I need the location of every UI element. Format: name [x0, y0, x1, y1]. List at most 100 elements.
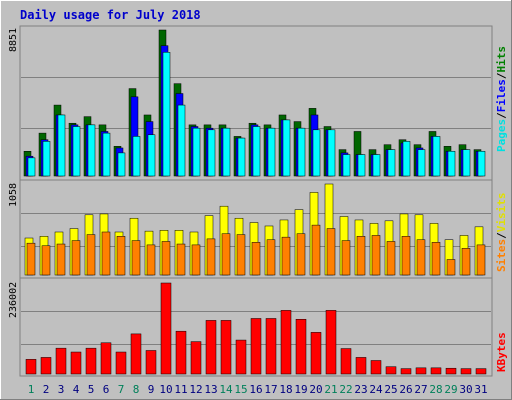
x-tick-label: 20	[309, 383, 322, 396]
bar-sites	[206, 238, 216, 276]
legend-kbytes: KBytes	[495, 332, 508, 372]
x-tick-label: 17	[264, 383, 277, 396]
x-tick-label: 24	[369, 383, 383, 396]
bar-sites	[161, 241, 171, 276]
x-tick-label: 15	[234, 383, 247, 396]
bar-sites	[386, 241, 396, 276]
y-max-label-hits: 8851	[8, 28, 19, 52]
bar-kbytes	[310, 332, 322, 375]
x-tick-label: 2	[43, 383, 50, 396]
bar-pages	[177, 104, 186, 177]
bar-pages	[117, 152, 126, 177]
bar-pages	[342, 154, 351, 177]
x-tick-label: 19	[294, 383, 307, 396]
bar-sites	[341, 240, 351, 276]
bar-pages	[417, 149, 426, 177]
x-tick-label: 16	[249, 383, 262, 396]
y-max-label-visits: 1058	[8, 183, 19, 207]
bar-kbytes	[70, 351, 82, 375]
bar-sites	[296, 233, 306, 276]
bar-sites	[446, 259, 456, 276]
legend-files: Files	[495, 79, 508, 112]
bar-pages	[312, 129, 321, 177]
bar-pages	[42, 141, 51, 177]
x-tick-label: 29	[444, 383, 457, 396]
bar-sites	[101, 231, 111, 276]
chart-title: Daily usage for July 2018	[20, 8, 201, 22]
bar-pages	[252, 126, 261, 177]
bar-pages	[207, 129, 216, 177]
bar-pages	[447, 151, 456, 177]
y-max-label-kbytes: 236002	[8, 282, 19, 318]
bar-kbytes	[430, 367, 442, 375]
bar-sites	[266, 239, 276, 276]
bar-sites	[236, 234, 246, 276]
x-tick-label: 23	[354, 383, 367, 396]
chart-bars	[23, 29, 487, 375]
legend-hits-files-pages: Pages/Files/Hits	[495, 46, 508, 152]
bar-sites	[86, 234, 96, 276]
bar-sites	[356, 236, 366, 276]
bar-sites	[251, 242, 261, 276]
bar-sites	[176, 243, 186, 276]
bar-kbytes	[400, 368, 412, 375]
x-tick-label: 9	[148, 383, 155, 396]
x-tick-label: 22	[339, 383, 352, 396]
bar-pages	[282, 119, 291, 177]
bar-pages	[72, 126, 81, 177]
bar-kbytes	[205, 320, 217, 375]
bar-kbytes	[295, 318, 307, 375]
bar-sites	[116, 236, 126, 276]
x-tick-label: 31	[474, 383, 487, 396]
bar-kbytes	[175, 330, 187, 375]
bar-kbytes	[220, 320, 232, 375]
bar-pages	[222, 127, 231, 177]
x-tick-label: 5	[88, 383, 95, 396]
bar-sites	[416, 239, 426, 276]
bar-pages	[432, 136, 441, 177]
legend-visits: Visits	[495, 193, 508, 233]
bar-pages	[402, 141, 411, 177]
bar-sites	[371, 235, 381, 276]
legend-hits: Hits	[495, 46, 508, 73]
bar-sites	[191, 244, 201, 276]
bar-sites	[281, 236, 291, 276]
x-tick-label: 18	[279, 383, 292, 396]
bar-kbytes	[100, 342, 112, 375]
x-tick-label: 10	[159, 383, 172, 396]
x-tick-label: 21	[324, 383, 337, 396]
bar-sites	[221, 233, 231, 276]
x-tick-label: 6	[103, 383, 110, 396]
x-tick-label: 7	[118, 383, 125, 396]
bar-kbytes	[235, 339, 247, 375]
bar-pages	[327, 129, 336, 177]
bar-kbytes	[160, 282, 172, 375]
bar-kbytes	[190, 341, 202, 375]
bar-kbytes	[475, 368, 487, 375]
bar-sites	[56, 243, 66, 276]
x-tick-label: 11	[174, 383, 187, 396]
bar-pages	[372, 154, 381, 177]
bar-kbytes	[40, 357, 52, 375]
bar-kbytes	[370, 360, 382, 375]
bar-kbytes	[145, 350, 157, 375]
x-tick-label: 30	[459, 383, 472, 396]
bar-pages	[132, 136, 141, 177]
bar-sites	[146, 244, 156, 276]
bar-pages	[192, 127, 201, 177]
bar-sites	[41, 245, 51, 276]
bar-pages	[102, 132, 111, 177]
bar-pages	[237, 137, 246, 177]
x-tick-label: 28	[429, 383, 442, 396]
legend-separator: /	[495, 232, 508, 239]
legend-sites: Sites	[495, 239, 508, 272]
x-axis-labels: 1 2 3 4 5 6 7 8 9 10 11 12 13 14 15 16 17 18 19 20 21 22 23 24 2…	[28, 383, 488, 396]
bar-sites	[401, 236, 411, 276]
bar-kbytes	[250, 318, 262, 375]
x-tick-label: 26	[399, 383, 412, 396]
bar-pages	[162, 52, 171, 177]
bar-kbytes	[55, 347, 67, 375]
bar-sites	[26, 242, 36, 276]
bar-kbytes	[130, 333, 142, 375]
bar-sites	[311, 224, 321, 276]
